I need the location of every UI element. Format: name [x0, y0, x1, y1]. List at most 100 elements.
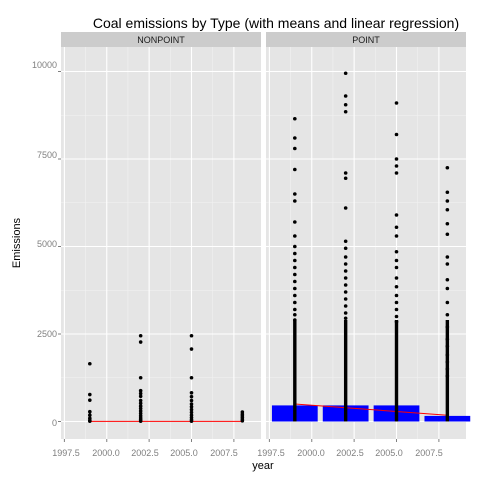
- data-point: [343, 283, 348, 287]
- data-point: [343, 239, 348, 244]
- data-point: [189, 402, 194, 406]
- data-point: [88, 409, 92, 414]
- data-point: [394, 157, 399, 161]
- strip-nonpoint: [61, 32, 261, 47]
- y-tick-label: 0: [52, 418, 57, 428]
- data-point: [138, 394, 143, 399]
- data-point: [394, 213, 399, 217]
- data-point: [343, 304, 348, 308]
- data-point: [343, 246, 348, 251]
- data-point: [343, 171, 348, 175]
- data-point: [394, 234, 399, 238]
- data-point: [138, 340, 143, 344]
- data-point: [189, 410, 194, 415]
- x-axis-title: year: [252, 460, 274, 472]
- data-point: [445, 255, 450, 259]
- x-tick-label: 2007.5: [210, 448, 238, 458]
- data-point: [394, 300, 399, 305]
- data-point: [189, 407, 194, 412]
- y-tick-label: 7500: [37, 150, 57, 160]
- data-point: [343, 276, 348, 280]
- data-point: [138, 388, 143, 393]
- data-point: [293, 258, 297, 263]
- y-tick-label: 5000: [37, 239, 57, 249]
- data-point: [189, 391, 194, 395]
- marks-layer: [88, 71, 471, 423]
- x-tick-label: 1997.5: [257, 448, 285, 458]
- data-point: [293, 300, 297, 305]
- data-point: [293, 146, 297, 151]
- data-point: [394, 307, 399, 312]
- data-point: [293, 286, 297, 291]
- data-point: [293, 234, 297, 238]
- data-point: [189, 398, 194, 403]
- data-point: [394, 314, 399, 319]
- data-point: [88, 392, 92, 397]
- data-point: [88, 398, 92, 402]
- x-tick-label: 2002.5: [336, 448, 364, 458]
- data-point: [394, 164, 399, 168]
- data-point: [343, 311, 348, 315]
- y-axis-title: Emissions: [11, 217, 23, 268]
- data-point: [445, 300, 450, 305]
- data-point: [138, 333, 143, 338]
- data-point: [445, 262, 450, 266]
- data-point: [445, 165, 450, 170]
- data-point: [394, 265, 399, 270]
- y-tick-label: 2500: [37, 329, 57, 339]
- data-point: [189, 405, 194, 409]
- x-tick-label: 1997.5: [52, 448, 80, 458]
- data-point: [343, 109, 348, 114]
- data-point: [293, 220, 297, 224]
- data-point: [394, 225, 399, 230]
- strip-label-nonpoint: NONPOINT: [137, 35, 185, 45]
- data-point: [138, 375, 143, 380]
- data-point: [343, 316, 348, 321]
- data-point: [394, 284, 399, 289]
- data-point: [293, 167, 297, 172]
- panel-nonpoint: [61, 47, 261, 439]
- data-point: [445, 232, 450, 237]
- data-point: [394, 276, 399, 280]
- data-point: [445, 190, 450, 195]
- data-point: [394, 293, 399, 298]
- data-point: [88, 413, 92, 418]
- data-point: [293, 272, 297, 277]
- data-point: [189, 333, 194, 338]
- data-point: [343, 206, 348, 210]
- data-point: [445, 199, 450, 203]
- data-point: [138, 401, 143, 406]
- data-point: [293, 265, 297, 270]
- data-point: [240, 419, 245, 423]
- strip-label-point: POINT: [352, 35, 380, 45]
- data-point: [445, 207, 450, 212]
- x-tick-label: 2000.0: [297, 448, 325, 458]
- data-point: [445, 221, 450, 226]
- data-point: [445, 286, 450, 291]
- data-point: [343, 297, 348, 301]
- data-point: [394, 249, 399, 254]
- x-tick-label: 2002.5: [131, 448, 159, 458]
- data-point: [189, 394, 194, 399]
- data-point: [394, 101, 399, 105]
- data-point: [189, 375, 194, 380]
- data-point: [343, 94, 348, 98]
- data-point: [293, 199, 297, 203]
- data-point: [343, 290, 348, 294]
- chart-title: Coal emissions by Type (with means and l…: [93, 15, 459, 31]
- data-point: [343, 176, 348, 181]
- data-point: [343, 269, 348, 273]
- panel-point: [266, 47, 466, 439]
- data-point: [138, 398, 143, 403]
- data-point: [88, 419, 92, 423]
- x-tick-label: 2005.0: [170, 448, 198, 458]
- data-point: [293, 116, 297, 121]
- data-point: [88, 361, 92, 366]
- data-point: [343, 262, 348, 266]
- data-point: [189, 347, 194, 351]
- data-point: [293, 192, 297, 196]
- data-point: [445, 277, 450, 282]
- data-point: [343, 71, 348, 76]
